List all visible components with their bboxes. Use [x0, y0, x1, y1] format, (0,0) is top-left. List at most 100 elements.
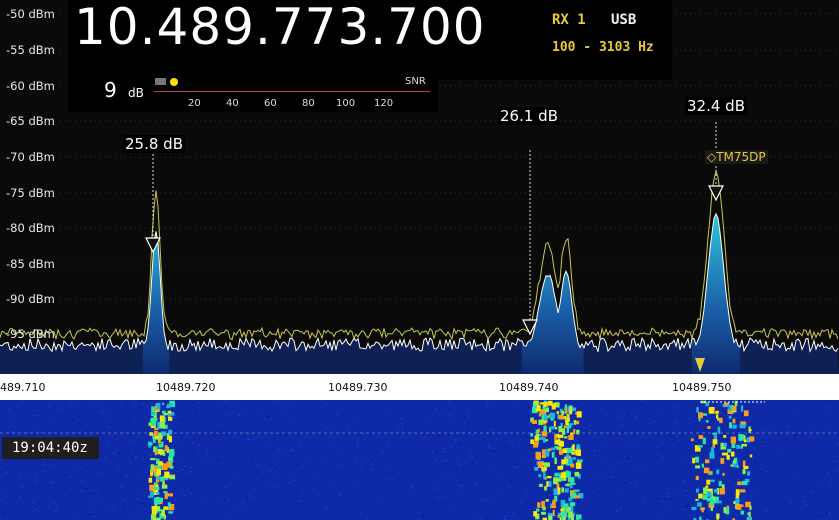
noise-speck [467, 408, 470, 410]
signal-trace [158, 450, 163, 455]
signal-trace [545, 451, 550, 457]
signal-trace [719, 488, 725, 495]
noise-speck [34, 415, 37, 416]
noise-speck [240, 513, 243, 515]
noise-speck [563, 492, 566, 494]
signal-trace [148, 477, 153, 483]
noise-speck [444, 451, 446, 453]
signal-trace [551, 403, 556, 410]
signal-trace [156, 402, 161, 410]
signal-trace [727, 408, 734, 415]
waterfall[interactable] [0, 400, 839, 520]
signal-trace [558, 449, 564, 455]
noise-speck [219, 474, 222, 476]
signal-trace [567, 423, 573, 426]
signal-trace [167, 403, 173, 407]
noise-speck [689, 470, 692, 472]
noise-speck [47, 493, 50, 495]
noise-speck [466, 459, 469, 461]
signal-trace [566, 426, 569, 433]
signal-trace [554, 427, 558, 430]
signal-trace [577, 493, 584, 499]
signal-trace [732, 424, 737, 429]
noise-speck [55, 506, 58, 508]
noise-speck [65, 507, 68, 509]
signal-trace [736, 444, 740, 449]
noise-speck [334, 479, 337, 481]
signal-trace [744, 478, 750, 483]
signal-trace [150, 491, 155, 496]
bandwidth-label[interactable]: 100 - 3103 Hz [552, 40, 654, 55]
signal-trace [716, 500, 722, 504]
noise-speck [706, 407, 709, 408]
noise-speck [717, 507, 720, 509]
noise-speck [484, 517, 487, 519]
dbm-label: -80 dBm [6, 221, 55, 235]
noise-speck [133, 451, 136, 453]
signal-trace [735, 496, 740, 504]
noise-speck [673, 406, 676, 408]
frequency-axis[interactable]: 489.710 10489.720 10489.730 10489.740 10… [0, 374, 839, 400]
signal-trace [747, 471, 751, 476]
signal-trace [156, 517, 161, 520]
noise-speck [120, 486, 123, 488]
signal-trace [712, 444, 716, 448]
snr-meter: 9 dB SNR 20 40 60 80 100 120 [68, 70, 438, 112]
noise-speck [366, 517, 369, 519]
noise-speck [101, 488, 103, 490]
noise-speck [292, 421, 295, 423]
noise-speck [800, 498, 803, 500]
noise-speck [814, 444, 817, 446]
noise-speck [238, 414, 241, 416]
noise-speck [527, 406, 530, 408]
noise-speck [188, 491, 190, 493]
signal-trace [163, 506, 169, 510]
signal-trace [725, 508, 730, 515]
noise-speck [621, 424, 624, 426]
signal-trace [159, 422, 165, 428]
receiver-label[interactable]: RX 1 [552, 12, 586, 28]
noise-speck [620, 456, 623, 458]
signal-trace [577, 453, 581, 456]
station-marker[interactable]: ◇TM75DP [705, 150, 768, 164]
signal-trace [698, 412, 703, 419]
noise-speck [609, 460, 612, 462]
noise-speck [285, 434, 288, 436]
noise-speck [395, 517, 398, 519]
noise-speck [15, 408, 17, 410]
noise-speck [252, 496, 255, 498]
noise-speck [123, 503, 125, 505]
noise-speck [507, 506, 510, 508]
signal-trace [695, 475, 699, 480]
noise-speck [794, 508, 797, 510]
signal-trace [697, 445, 703, 448]
signal-trace [150, 464, 155, 471]
signal-trace [535, 405, 541, 412]
dbm-label: -55 dBm [6, 43, 55, 57]
dbm-label: -50 dBm [6, 7, 55, 21]
noise-speck [728, 414, 731, 416]
signal-trace [569, 410, 573, 415]
signal-trace [697, 502, 702, 507]
spectrum-plot[interactable] [0, 0, 839, 374]
signal-trace [561, 487, 565, 493]
noise-speck [139, 486, 142, 487]
signal-trace [570, 432, 574, 437]
noise-speck [312, 487, 315, 489]
noise-speck [23, 422, 25, 423]
noise-speck [616, 487, 619, 489]
signal-trace [168, 429, 173, 435]
noise-speck [518, 441, 521, 443]
signal-trace [542, 517, 547, 520]
signal-trace [573, 420, 577, 425]
noise-speck [467, 423, 470, 425]
noise-speck [278, 461, 281, 463]
noise-speck [459, 442, 462, 444]
noise-speck [296, 491, 299, 493]
noise-speck [229, 514, 232, 516]
signal-trace [701, 463, 704, 468]
vfo-frequency[interactable]: 10.489.773.700 [74, 0, 486, 56]
signal-trace [696, 488, 699, 493]
mode-label[interactable]: USB [611, 12, 637, 28]
signal-trace [560, 499, 566, 507]
